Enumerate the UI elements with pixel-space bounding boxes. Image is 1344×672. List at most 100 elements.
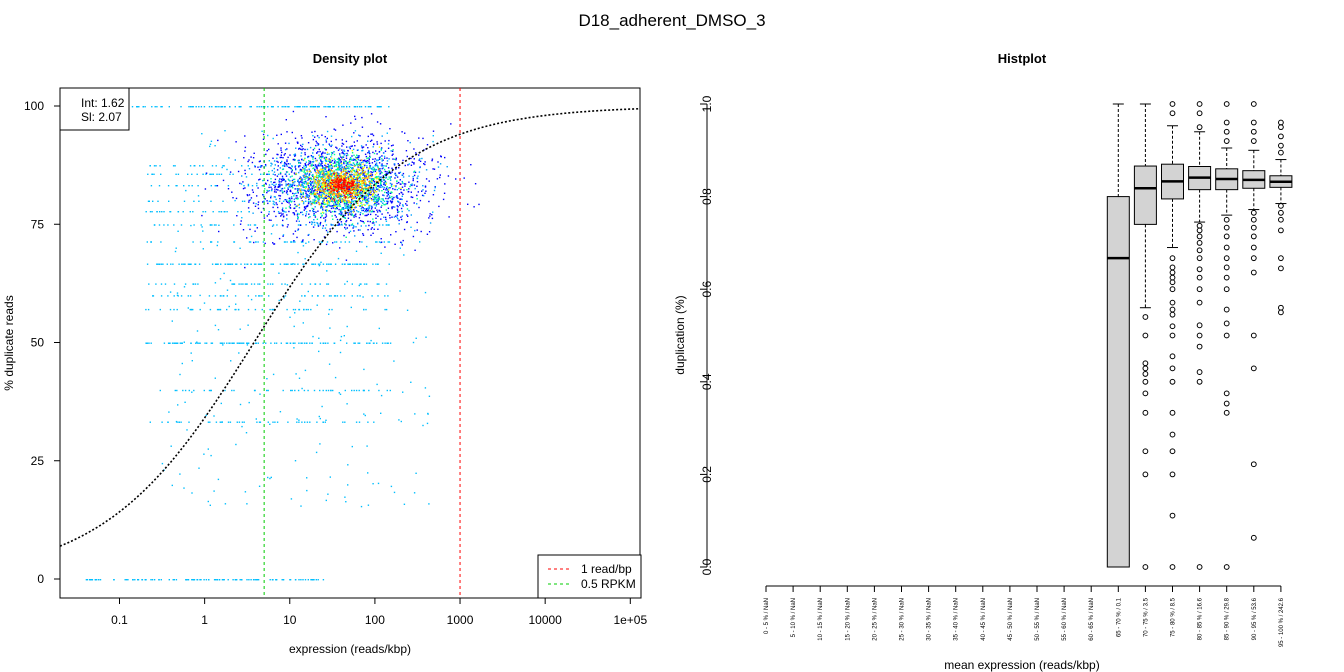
density-point [357,155,359,157]
density-point [357,190,359,192]
density-point [282,213,284,215]
density-point [387,191,389,193]
density-point [349,147,351,150]
density-point [356,161,358,163]
density-point [378,197,380,199]
density-point [282,210,284,212]
density-point [250,298,253,301]
density-point [341,106,343,108]
density-point [369,174,372,177]
histplot-x-label: mean expression (reads/kbp) [944,658,1099,672]
density-point [396,176,399,178]
density-point [241,342,243,344]
density-point [312,199,314,201]
density-point [355,172,357,174]
density-point [386,157,388,159]
density-point [315,200,318,202]
density-point [329,161,331,164]
density-point [291,165,293,167]
density-point [289,204,291,206]
density-point [259,160,261,162]
density-point [161,421,163,423]
density-point [344,184,346,187]
density-point [348,183,351,185]
density-point [345,206,348,208]
density-point [263,200,265,202]
density-point [290,241,292,243]
density-point [308,198,310,200]
density-point [444,156,446,159]
density-point [370,179,373,181]
density-point-cloud [85,106,480,581]
density-point [390,145,393,147]
density-point [247,224,249,226]
density-point [349,157,352,159]
density-point [326,206,329,208]
density-point [204,211,207,213]
box-outlier [1142,390,1149,397]
box-outlier [1196,343,1203,350]
density-point [385,189,387,191]
density-point [350,163,352,166]
density-point [343,150,346,152]
density-point [373,195,376,197]
density-point [352,185,355,187]
density-point [463,177,465,179]
density-point [340,194,343,196]
density-point [346,171,349,174]
density-point [282,389,284,392]
density-point [322,190,324,192]
density-point [314,216,317,218]
density-point [368,158,370,160]
density-point [292,192,294,195]
density-point [316,177,318,179]
density-point [408,163,410,165]
density-point [163,342,166,344]
density-point [244,266,246,269]
density-point [417,191,419,193]
density-point [291,263,293,265]
density-point [286,183,288,186]
density-point [210,200,212,202]
density-point [283,190,286,193]
density-point [406,214,408,216]
density-point [293,240,295,242]
density-point [297,229,299,231]
density-point [283,178,285,181]
density-point [238,283,240,285]
density-point [317,180,319,182]
density-point [317,171,319,173]
density-point [356,180,359,182]
density-point [235,303,237,305]
density-point [382,159,384,161]
density-point [367,157,369,159]
density-point [266,173,268,175]
density-point [335,146,337,148]
density-point [351,295,353,297]
density-point [357,211,360,213]
density-point [223,106,226,108]
density-point [270,162,272,164]
density-point [281,160,283,163]
density-point [380,106,382,108]
density-point [364,204,366,206]
density-point [345,162,347,164]
density-point [422,137,424,140]
density-point [383,152,385,154]
density-point [416,203,418,205]
density-point [377,177,379,179]
density-point [397,206,399,208]
density-point [410,214,412,216]
density-point [345,182,348,185]
density-point [311,295,313,297]
density-point [317,197,319,200]
density-point [310,191,312,194]
density-point [300,579,302,581]
density-point [350,219,352,221]
density-point [383,182,385,184]
density-point [402,172,405,175]
density-point [193,224,195,226]
density-point [428,503,430,505]
density-point [344,183,346,185]
density-point [361,177,364,179]
